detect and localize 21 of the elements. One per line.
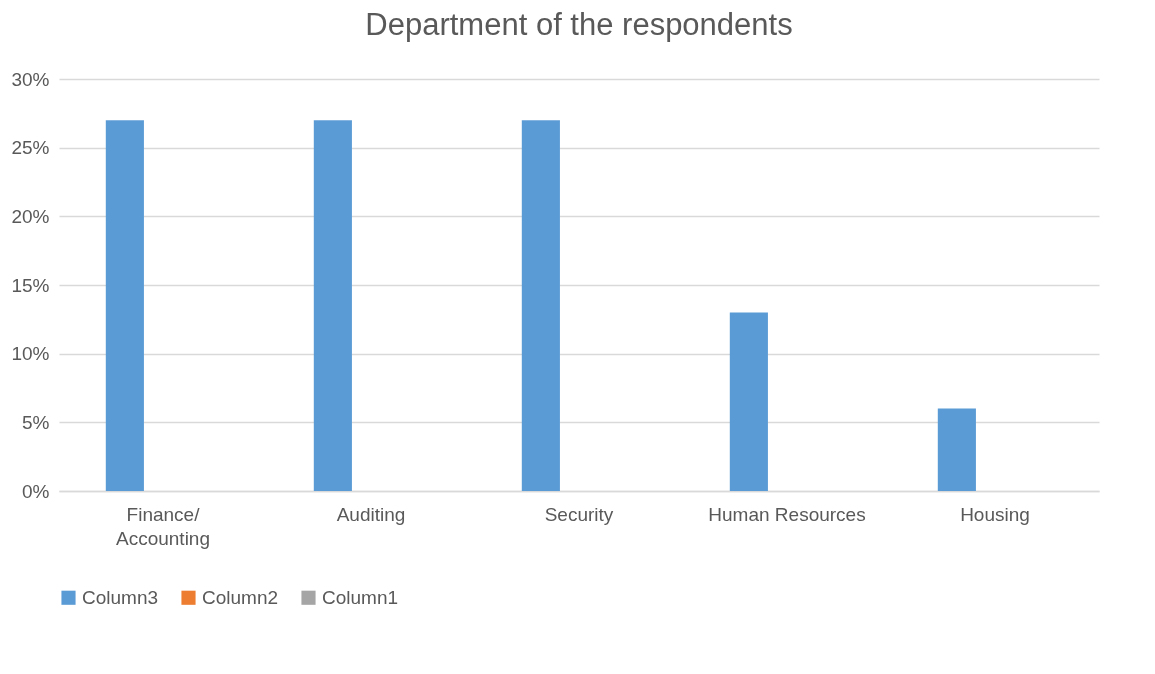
y-tick-label: 5% [22,411,50,433]
legend-label: Column3 [82,586,159,608]
x-tick-label: Finance/ Accounting [115,503,211,549]
y-tick-label: 15% [11,274,50,296]
x-tick-label: Security [544,503,614,525]
x-tick-label: Auditing [336,503,406,525]
bar [937,408,976,491]
legend-label: Column1 [322,586,399,608]
bar [729,312,768,491]
bar [521,120,560,491]
x-tick-label: Human Resources [708,503,866,525]
y-tick-label: 10% [11,343,50,365]
y-tick-label: 25% [11,137,50,159]
bar [105,120,144,491]
y-tick-label: 30% [11,68,50,90]
x-tick-label: Housing [960,503,1030,525]
y-tick-label: 0% [22,480,50,502]
bar [313,120,352,491]
legend-label: Column2 [202,586,279,608]
y-tick-label: 20% [11,205,50,227]
chart-title: Department of the respondents [365,7,793,42]
